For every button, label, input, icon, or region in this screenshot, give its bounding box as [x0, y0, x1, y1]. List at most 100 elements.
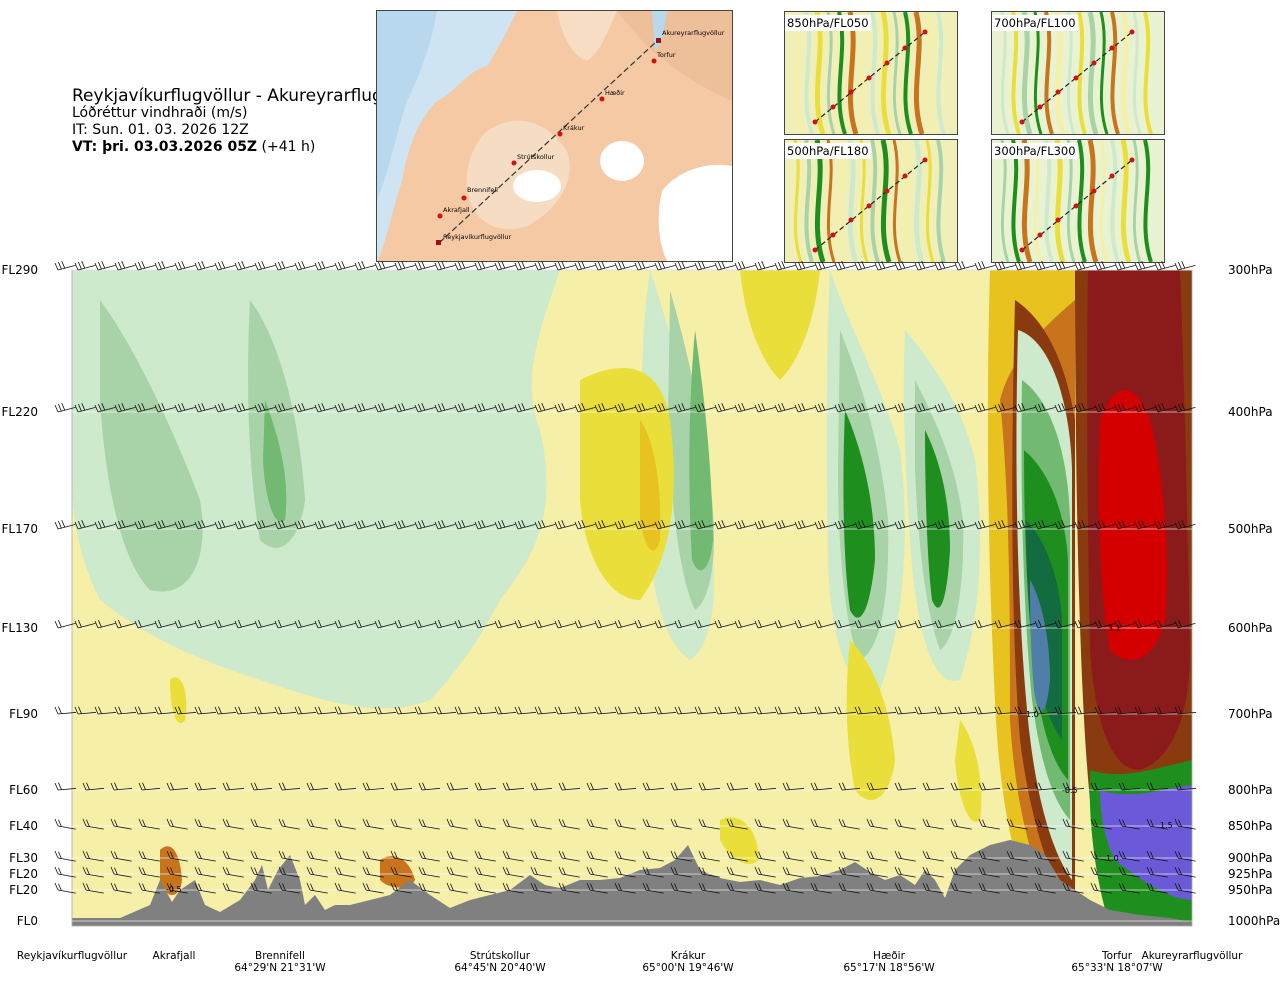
wind-barb [114, 261, 136, 271]
inset-850hpa-map [785, 12, 957, 134]
wind-barb [694, 261, 716, 271]
contour-label: 1.0 [1026, 710, 1039, 719]
wind-barb [614, 818, 636, 830]
wind-barb [1090, 882, 1112, 894]
inset-contour [880, 140, 892, 262]
wind-barb [530, 818, 552, 830]
title-block: Reykjavíkurflugvöllur - Akureyrarflugvöl… [72, 88, 431, 156]
inset-contour [1087, 12, 1099, 134]
wind-barb [1034, 818, 1056, 830]
wind-barb [374, 619, 396, 629]
wind-barb [726, 782, 748, 791]
wind-barb [74, 261, 96, 271]
inset-waypoint [1091, 60, 1097, 66]
wind-barb [574, 403, 596, 413]
chart-title: Reykjavíkurflugvöllur - Akureyrarflugvöl… [72, 86, 431, 106]
wind-barb [1090, 818, 1112, 830]
wind-barb [558, 782, 580, 791]
location-name: Strútskollur [469, 950, 531, 962]
map-label-brennifell: Brennifell [467, 186, 498, 194]
wind-barb [674, 706, 696, 715]
map-label-akrafjall: Akrafjall [443, 206, 470, 214]
wind-barb [934, 619, 956, 629]
wind-barb [354, 261, 376, 271]
wind-barb [166, 818, 188, 830]
wind-barb [574, 520, 596, 530]
wind-barb [642, 850, 664, 862]
wind-barb [234, 403, 256, 413]
wind-barb [1174, 619, 1196, 629]
wind-barb [734, 619, 756, 629]
inset-700hpa: 700hPa/FL100 [991, 11, 1165, 135]
wind-barb [362, 866, 384, 878]
wind-barb [954, 261, 976, 271]
wind-barb [1074, 619, 1096, 629]
wind-barb [1006, 818, 1028, 830]
inset-contour [913, 12, 925, 134]
wind-barb [362, 818, 384, 830]
wind-barb [194, 706, 216, 715]
inset-waypoint [812, 119, 818, 125]
wind-barb [1174, 882, 1196, 894]
contour-field [72, 270, 1192, 926]
inset-contour [892, 12, 902, 134]
inset-500hpa-map [785, 140, 957, 262]
wind-barb [134, 619, 156, 629]
wind-barb [154, 261, 176, 271]
wind-barb [726, 850, 748, 862]
wind-barb [698, 850, 720, 862]
wind-barb [782, 850, 804, 862]
wind-barb [954, 706, 976, 715]
wind-barb [614, 782, 636, 791]
wind-barb [446, 882, 468, 894]
fl-label: FL30 [9, 851, 38, 865]
wind-barb [194, 403, 216, 413]
wind-barb [254, 619, 276, 629]
wind-barb [854, 619, 876, 629]
inset-contour [1099, 12, 1109, 134]
wind-barb [894, 850, 916, 862]
wind-barb [278, 866, 300, 878]
wind-barb [494, 261, 516, 271]
wind-barb [1114, 619, 1136, 629]
wind-barb [394, 403, 416, 413]
wind-barb [1118, 782, 1140, 791]
wind-barb [754, 850, 776, 862]
fl-label: FL220 [1, 405, 39, 419]
wind-barb [334, 520, 356, 530]
wind-barb [454, 706, 476, 715]
wind-barb [434, 706, 456, 715]
inset-700hpa-map [992, 12, 1164, 134]
wind-barb [814, 619, 836, 629]
wind-barb [1118, 850, 1140, 862]
wind-barb [474, 706, 496, 715]
wind-barb [1118, 818, 1140, 830]
wind-barb [586, 850, 608, 862]
wind-barb [138, 818, 160, 830]
wind-barb [694, 706, 716, 715]
wind-barb [782, 882, 804, 894]
wind-barb [306, 782, 328, 791]
fl-label: FL40 [9, 819, 38, 833]
wind-barb [434, 619, 456, 629]
location-coord: 65°33'N 18°07'W [1071, 962, 1163, 974]
wind-barb [274, 403, 296, 413]
inset-contour [1110, 12, 1120, 134]
wind-barb [894, 818, 916, 830]
wind-barb [794, 520, 816, 530]
wind-barb [494, 619, 516, 629]
wind-barb [754, 882, 776, 894]
wind-barb [54, 818, 76, 830]
inset-waypoint [866, 75, 872, 81]
wind-barb [1174, 866, 1196, 878]
wind-barb [554, 261, 576, 271]
wind-barb [234, 706, 256, 715]
terrain-profile [72, 840, 1192, 926]
wind-barb [1174, 520, 1196, 530]
wind-barb [294, 261, 316, 271]
wind-barb [390, 818, 412, 830]
inset-300hpa-label: 300hPa/FL300 [992, 143, 1078, 159]
wind-barb [838, 782, 860, 791]
inset-waypoint [1109, 173, 1115, 179]
wind-barb [1134, 520, 1156, 530]
